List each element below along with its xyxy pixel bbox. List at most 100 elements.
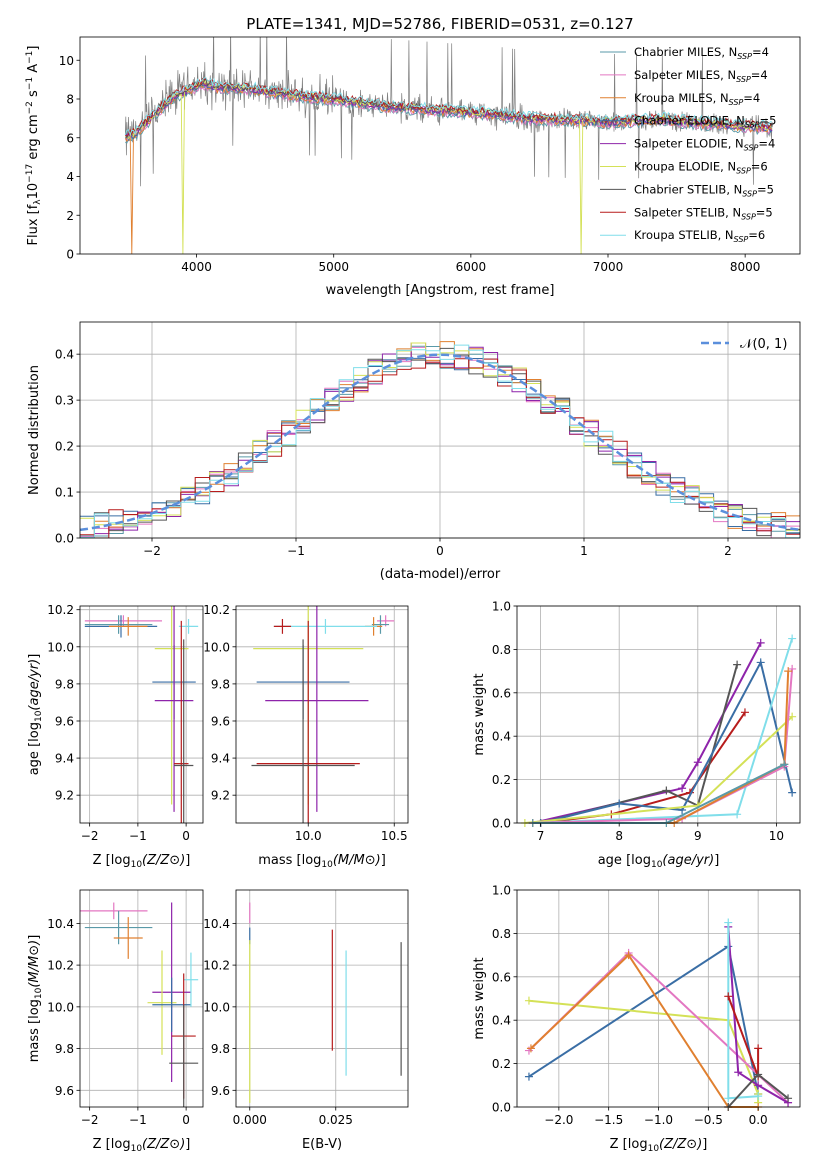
errorbars [251,606,395,823]
x-tick-label: 10.5 [381,829,408,843]
axes-frame [235,889,409,1108]
y-axis-label: mass weight [472,673,487,755]
y-tick-label: 6 [66,131,74,145]
y-tick-label: 0.0 [492,1101,511,1115]
weight-marker [754,1092,763,1101]
weight-marker [788,634,797,643]
legend-entry: Kroupa ELODIE, NSSP=6 [634,160,768,176]
y-tick-label: 10.2 [47,959,74,973]
weight-line [727,926,789,1104]
y-tick-label: 10.0 [203,640,230,654]
model-spectrum [125,77,773,137]
x-tick-label: −0.5 [694,1113,723,1127]
weight-marker [724,918,733,927]
y-tick-label: 1.0 [492,884,511,898]
weight-marker [788,788,797,797]
x-tick-label: −2 [81,1113,99,1127]
weight-marker [724,992,733,1001]
age-vs-metallicity-panel: −2 −1 0 9.2 9.4 9.6 9.8 10.0 10.2 Z [log10​(Z/Z⊙)… [27,603,204,870]
weight-vs-age-panel: 7 8 9 10 0.0 0.2 0.4 0.6 0.8 1.0 age [log10​(age/y… [472,600,801,870]
legend-entry: Kroupa MILES, NSSP=4 [634,91,760,107]
y-axis-label: Flux [fλ​10−17​ erg cm−2​ s−1​ A−1​] [25,46,43,246]
x-axis-label: Z [log10​(Z/Z⊙)] [93,853,191,870]
weight-marker [784,1094,793,1103]
x-tick-label: −1.5 [594,1113,623,1127]
weight-marker [662,786,671,795]
y-tick-label: 10.2 [47,603,74,617]
x-tick-label: 0 [182,1113,190,1127]
y-tick-label: 0.6 [492,686,511,700]
x-axis-label: age [log10​(age/yr)] [598,853,720,870]
y-tick-label: 1.0 [492,600,511,614]
weight-marker [756,638,765,647]
y-tick-label: 0.1 [55,486,74,500]
y-tick-label: 0.2 [492,773,511,787]
y-tick-label: 9.4 [55,752,74,766]
age-vs-mass-panel: 10.0 10.5 9.2 9.4 9.6 9.8 10.0 10.2 mass [log10​… [203,603,409,870]
model-spectrum [124,78,773,139]
weight-series [524,918,793,1111]
legend-entry: Chabrier STELIB, NSSP=5 [634,182,774,198]
y-axis-label: mass weight [472,957,487,1039]
x-tick-label: −1 [129,1113,147,1127]
y-tick-label: 9.6 [211,714,230,728]
weight-marker [754,1081,763,1090]
x-tick-label: 5000 [318,260,349,274]
y-axis-label: Normed distribution [27,365,42,495]
x-tick-label: 0 [182,829,190,843]
x-axis-label: E(B-V) [302,1137,342,1152]
legend-entry: Salpeter MILES, NSSP=4 [634,68,768,84]
weight-marker [740,708,749,717]
weight-marker [678,784,687,793]
weight-marker [733,660,742,669]
histogram-series [80,344,800,538]
y-tick-label: 9.8 [55,1042,74,1056]
x-tick-label: −2 [81,829,99,843]
y-tick-label: 0 [66,248,74,262]
x-tick-label: −1 [287,544,305,558]
mass-vs-reddening-panel: 0.000 0.025 9.6 9.8 10.0 10.2 10.4 E(B-V) [203,889,409,1152]
y-tick-label: 0.8 [492,927,511,941]
y-tick-label: 0.6 [492,970,511,984]
y-tick-label: 0.3 [55,394,74,408]
observed-spectrum [124,37,773,187]
x-axis-label: mass [log10​(M/M⊙)] [258,853,386,870]
y-tick-label: 10.4 [47,917,74,931]
legend-entry: 𝒩(0, 1) [740,337,787,352]
weight-marker [693,758,702,767]
axes-frame [79,605,204,824]
x-axis-label: Z [log10​(Z/Z⊙)] [93,1137,191,1154]
y-tick-label: 0.4 [55,348,74,362]
x-tick-label: 9 [694,829,702,843]
y-tick-label: 9.8 [211,1042,230,1056]
y-tick-label: 9.8 [55,677,74,691]
weight-marker [615,799,624,808]
y-tick-label: 10 [59,54,74,68]
x-tick-label: 8000 [730,260,761,274]
errorbars [80,902,199,1107]
x-tick-label: 6000 [456,260,487,274]
model-spectrum [125,85,773,144]
y-tick-label: 0.2 [492,1057,511,1071]
y-tick-label: 0.4 [492,1014,511,1028]
axes-frame [235,605,409,824]
x-tick-label: −1.0 [644,1113,673,1127]
y-axis-label: mass [log10​(M/M⊙)] [27,935,44,1063]
y-tick-label: 4 [66,170,74,184]
x-tick-label: 7000 [593,260,624,274]
weight-marker [754,1070,763,1079]
y-axis-label: age [log10​(age/yr)] [27,654,44,776]
y-tick-label: 10.4 [203,917,230,931]
x-tick-label: −2.0 [544,1113,573,1127]
y-tick-label: 2 [66,209,74,223]
y-tick-label: 0.0 [492,817,511,831]
weight-marker [784,667,793,676]
mass-vs-metallicity-panel: −2 −1 0 9.6 9.8 10.0 10.2 10.4 Z [log10​(Z/Z⊙)] m… [27,889,204,1154]
spectrum-lines [124,37,773,254]
weight-marker [624,951,633,960]
weight-marker [526,1044,535,1053]
residual-histogram-panel: −2 −1 0 1 2 0.0 0.1 0.2 0.3 0.4 (data-model)/error… [27,321,801,582]
errorbars [84,606,199,823]
normal-curve [80,353,800,532]
